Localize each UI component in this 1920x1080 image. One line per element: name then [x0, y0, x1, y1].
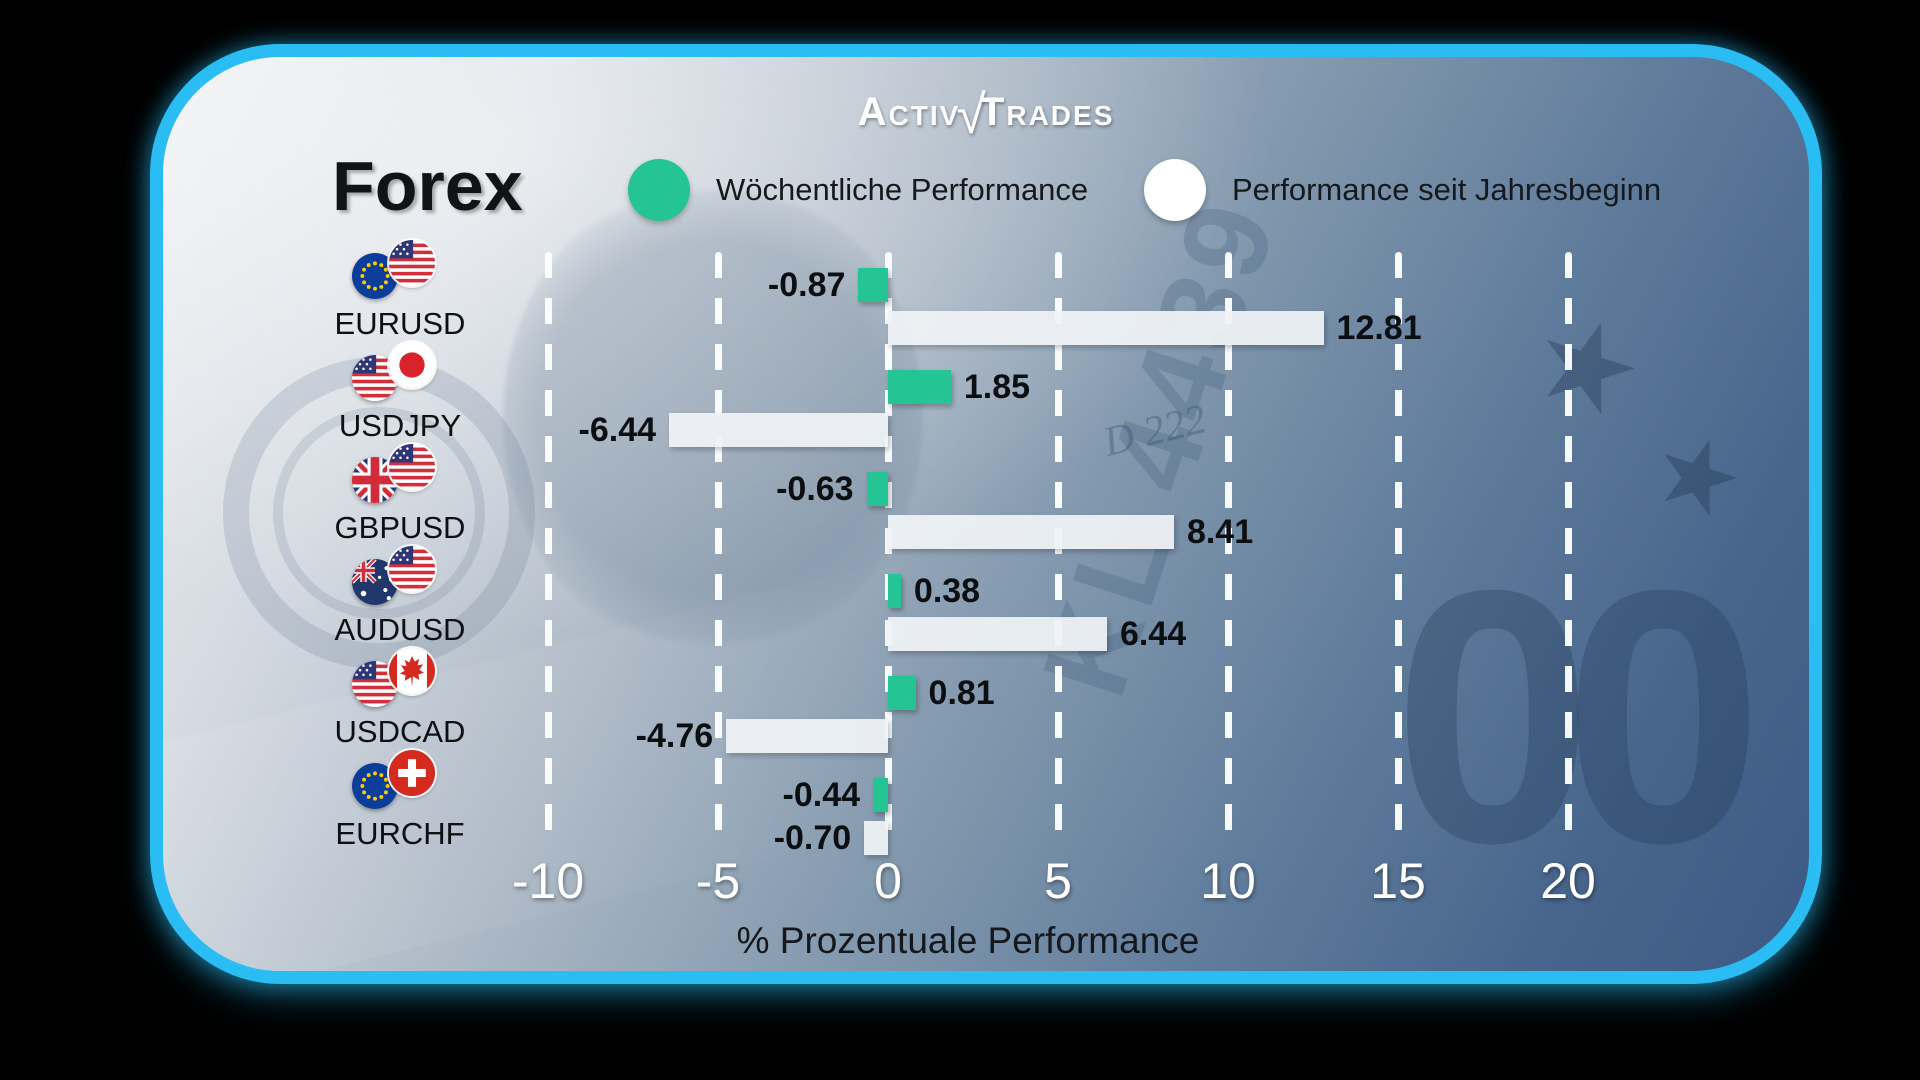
weekly-bar-usdcad — [888, 676, 916, 710]
pair-label-eurusd: EURUSD — [334, 306, 466, 341]
gridline-10 — [1224, 252, 1232, 850]
weekly-value-audusd: 0.38 — [913, 572, 981, 610]
weekly-value-eurchf: -0.44 — [782, 776, 861, 814]
ytd-value-usdjpy: -6.44 — [578, 411, 657, 449]
gridline-15 — [1394, 252, 1402, 850]
x-tick-label: -5 — [695, 853, 741, 909]
weekly-bar-eurusd — [858, 268, 888, 302]
weekly-bar-audusd — [888, 574, 901, 608]
legend-label-ytd: Performance seit Jahresbeginn — [1232, 172, 1662, 207]
ytd-bar-eurusd — [888, 311, 1324, 345]
jp-flag-icon — [389, 342, 435, 388]
x-tick-label: 0 — [874, 853, 902, 909]
ytd-bar-gbpusd — [888, 515, 1174, 549]
activtrades-logo: Activ√Trades — [150, 84, 1822, 146]
ytd-legend-dot-icon — [1144, 159, 1206, 221]
weekly-value-usdjpy: 1.85 — [963, 368, 1031, 406]
gridline-5 — [1054, 252, 1062, 850]
pair-label-eurchf: EURCHF — [335, 816, 465, 851]
flag-pair-eurusd — [352, 240, 446, 302]
ytd-value-usdcad: -4.76 — [635, 717, 714, 755]
us-flag-icon — [389, 240, 435, 286]
pair-label-usdcad: USDCAD — [334, 714, 466, 749]
gridline-0 — [884, 252, 892, 850]
weekly-bar-usdjpy — [888, 370, 951, 404]
weekly-bar-gbpusd — [866, 472, 888, 506]
logo-part-activ: Activ — [857, 90, 961, 134]
flag-pair-eurchf — [352, 750, 446, 812]
weekly-value-gbpusd: -0.63 — [776, 470, 854, 508]
x-axis-title: % Prozentuale Performance — [736, 920, 1200, 961]
ytd-bar-usdjpy — [669, 413, 888, 447]
logo-part-trades: Trades — [979, 90, 1115, 134]
weekly-value-eurusd: -0.87 — [767, 266, 846, 304]
ytd-value-eurusd: 12.81 — [1336, 309, 1422, 347]
legend-item-ytd: Performance seit Jahresbeginn — [1144, 158, 1661, 222]
x-tick-label: 10 — [1200, 853, 1256, 909]
us-flag-icon — [352, 661, 398, 707]
flag-pair-audusd — [352, 546, 446, 608]
flag-pair-gbpusd — [352, 444, 446, 506]
x-tick-label: 5 — [1044, 853, 1072, 909]
ytd-bar-eurchf — [864, 821, 888, 855]
ytd-value-audusd: 6.44 — [1119, 615, 1187, 653]
ytd-value-eurchf: -0.70 — [773, 819, 852, 857]
weekly-value-usdcad: 0.81 — [928, 674, 995, 712]
ytd-bar-usdcad — [726, 719, 888, 753]
x-tick-label: -10 — [511, 853, 585, 909]
legend-label-weekly: Wöchentliche Performance — [716, 172, 1089, 207]
us-flag-icon — [389, 444, 435, 490]
logo-check-icon: √ — [956, 85, 988, 145]
ytd-value-gbpusd: 8.41 — [1186, 513, 1254, 551]
gridline--10 — [544, 252, 552, 850]
flag-pair-usdcad — [352, 648, 446, 710]
us-flag-icon — [389, 546, 435, 592]
ytd-bar-audusd — [888, 617, 1107, 651]
au-flag-icon — [352, 559, 398, 605]
weekly-legend-dot-icon — [628, 159, 690, 221]
pair-label-gbpusd: GBPUSD — [334, 510, 466, 545]
weekly-bar-eurchf — [873, 778, 888, 812]
gridline-20 — [1564, 252, 1572, 850]
flag-pair-usdjpy — [352, 342, 446, 404]
x-tick-label: 20 — [1540, 853, 1596, 909]
gridline--5 — [714, 252, 722, 850]
page-title: Forex — [332, 147, 523, 225]
legend-item-weekly: Wöchentliche Performance — [628, 158, 1088, 222]
ca-flag-icon — [389, 648, 435, 694]
pair-label-audusd: AUDUSD — [334, 612, 466, 647]
ch-flag-icon — [389, 750, 435, 796]
pair-label-usdjpy: USDJPY — [338, 408, 462, 443]
x-tick-label: 15 — [1370, 853, 1426, 909]
